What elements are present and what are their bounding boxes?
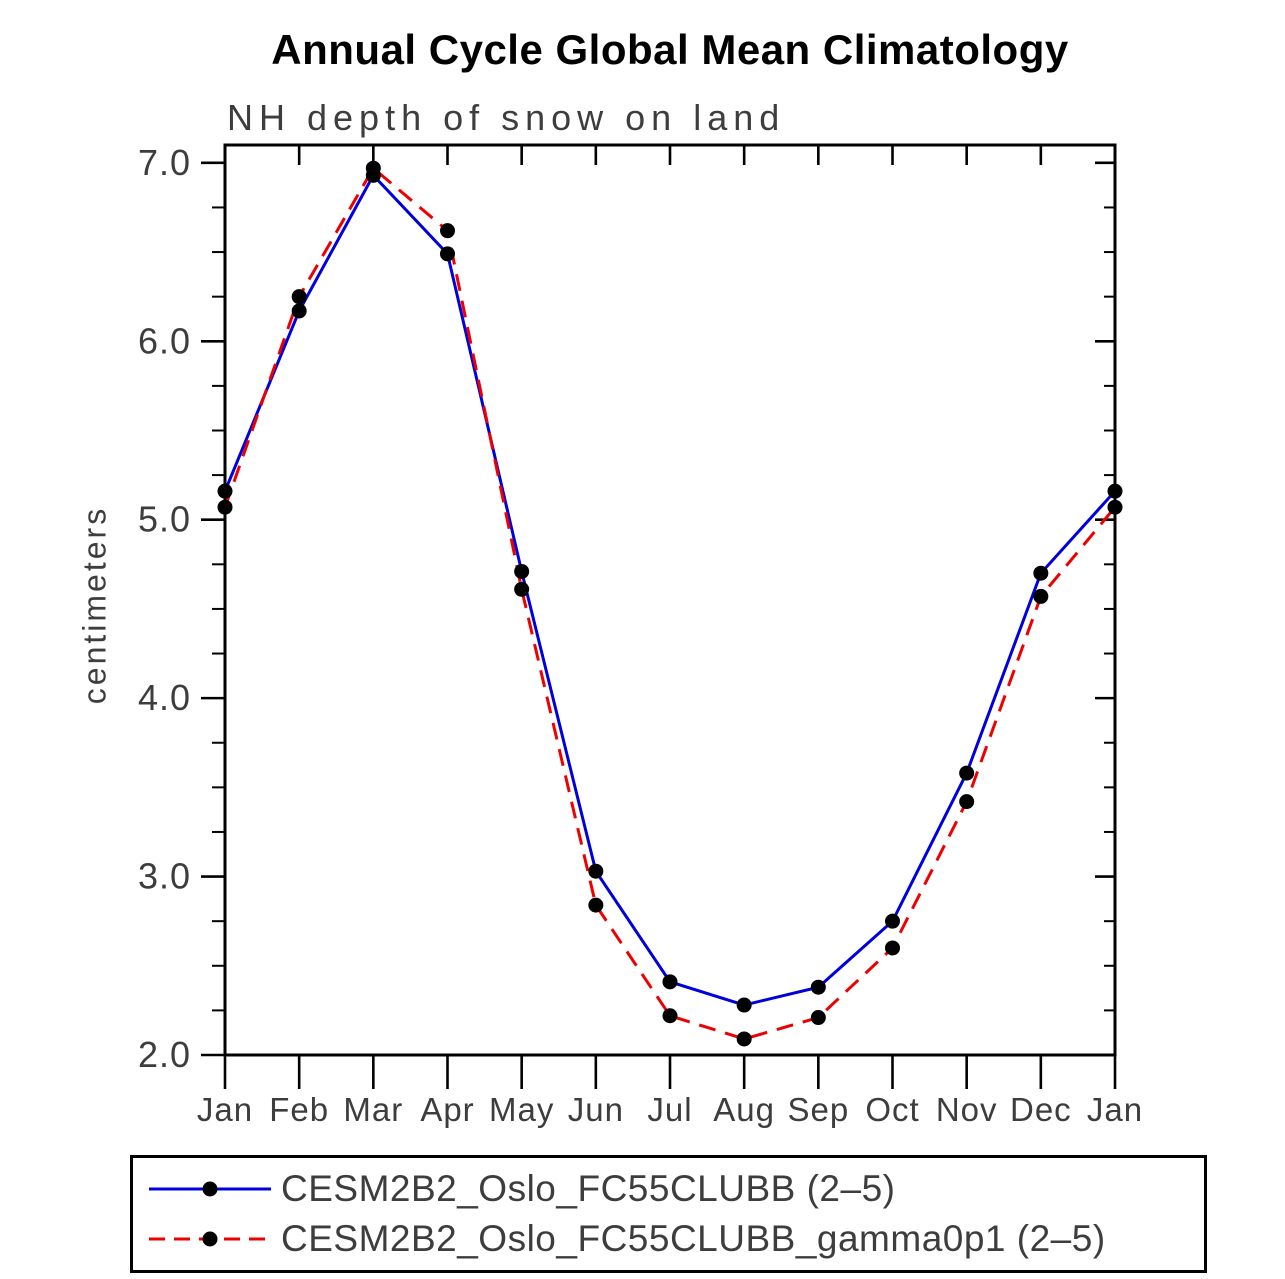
data-point-series0-Jul xyxy=(662,974,678,990)
legend-line-sample-solid xyxy=(149,1181,271,1197)
plot-frame xyxy=(223,143,1117,1057)
data-point-series1-Aug xyxy=(736,1031,752,1047)
x-tick-label: Aug xyxy=(713,1091,775,1128)
data-point-series1-May xyxy=(514,581,530,597)
x-tick-label: Jan xyxy=(1087,1091,1143,1128)
legend-row-series-1: CESM2B2_Oslo_FC55CLUBB_gamma0p1 (2–5) xyxy=(145,1218,1198,1260)
series-line-1 xyxy=(223,165,1117,1041)
data-point-series1-Sep xyxy=(810,1010,826,1026)
data-point-series1-Jul xyxy=(662,1008,678,1024)
x-tick-label: Sep xyxy=(787,1091,849,1128)
x-tick-label: Mar xyxy=(343,1091,403,1128)
legend-line-sample-dashed xyxy=(149,1231,271,1247)
legend-marker-dot-icon xyxy=(202,1231,218,1247)
data-point-series0-Feb xyxy=(291,303,307,319)
legend-label-series-0: CESM2B2_Oslo_FC55CLUBB (2–5) xyxy=(281,1168,896,1209)
x-tick-label: Jan xyxy=(197,1091,253,1128)
x-tick-label: Feb xyxy=(269,1091,329,1128)
data-point-series0-Nov xyxy=(959,765,975,781)
x-tick-label: Nov xyxy=(936,1091,998,1128)
x-tick-label: Jul xyxy=(647,1091,692,1128)
data-point-series0-Dec xyxy=(1033,565,1049,581)
data-point-series0-Aug xyxy=(736,997,752,1013)
data-point-series1-Nov xyxy=(959,794,975,810)
x-tick-label: Oct xyxy=(865,1091,919,1128)
data-point-series0-May xyxy=(514,563,530,579)
y-tick-label: 2.0 xyxy=(138,1034,191,1075)
data-point-series0-Jun xyxy=(588,863,604,879)
legend-row-series-0: CESM2B2_Oslo_FC55CLUBB (2–5) xyxy=(145,1168,1198,1210)
x-tick-label: Apr xyxy=(420,1091,474,1128)
series-line-0 xyxy=(223,172,1117,1007)
y-tick-label: 5.0 xyxy=(138,499,191,540)
data-point-series1-Jun xyxy=(588,897,604,913)
legend-marker-dot-icon xyxy=(202,1181,218,1197)
x-tick-label: Dec xyxy=(1010,1091,1072,1128)
x-tick-label: Jun xyxy=(568,1091,624,1128)
chart-subtitle: NH depth of snow on land xyxy=(227,97,786,138)
y-tick-label: 3.0 xyxy=(138,856,191,897)
data-point-series1-Feb xyxy=(291,289,307,305)
y-tick-label: 7.0 xyxy=(138,142,191,183)
data-point-series1-Apr xyxy=(440,223,455,239)
data-point-series0-Sep xyxy=(810,979,826,995)
legend-label-series-1: CESM2B2_Oslo_FC55CLUBB_gamma0p1 (2–5) xyxy=(281,1218,1106,1259)
chart-title: Annual Cycle Global Mean Climatology xyxy=(271,26,1069,73)
data-point-series0-Oct xyxy=(885,913,900,929)
data-point-series0-Apr xyxy=(440,246,455,262)
y-tick-label: 4.0 xyxy=(138,677,191,718)
y-tick-label: 6.0 xyxy=(138,320,191,361)
data-point-series1-Oct xyxy=(885,940,900,956)
data-point-series1-Dec xyxy=(1033,588,1049,604)
legend-box: CESM2B2_Oslo_FC55CLUBB (2–5) CESM2B2_Osl… xyxy=(130,1155,1207,1273)
x-tick-label: May xyxy=(489,1091,554,1128)
data-point-series1-Mar xyxy=(365,160,381,176)
